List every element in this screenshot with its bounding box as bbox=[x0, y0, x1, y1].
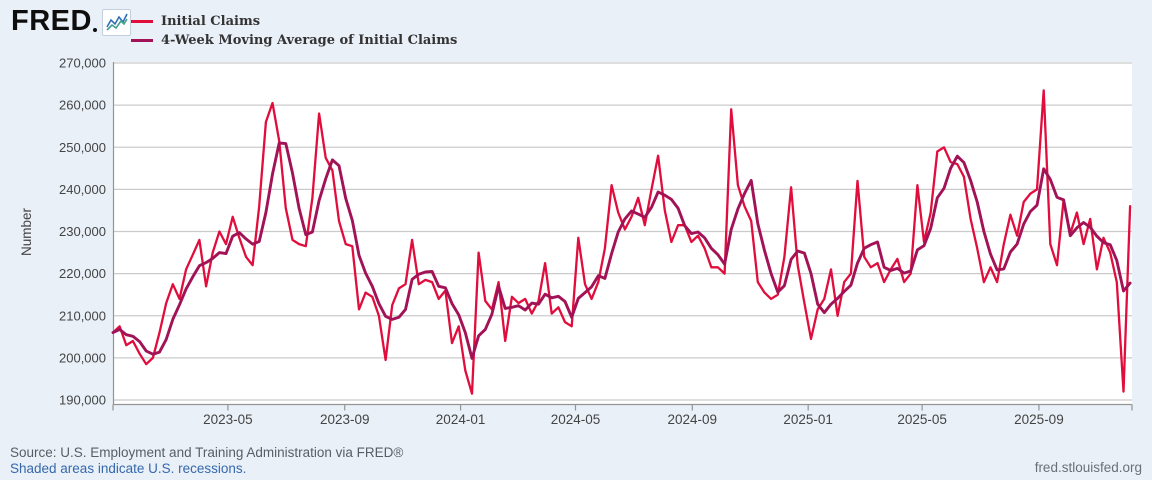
y-tick-label: 270,000 bbox=[59, 56, 106, 71]
fred-sparkline-icon bbox=[101, 9, 131, 36]
y-tick-label: 190,000 bbox=[59, 393, 106, 408]
fred-logo-text: FRED bbox=[11, 5, 92, 37]
plot-background bbox=[113, 62, 1132, 404]
source-text: Source: U.S. Employment and Training Adm… bbox=[10, 445, 404, 460]
recessions-link[interactable]: Shaded areas indicate U.S. recessions. bbox=[10, 460, 247, 476]
legend-label-moving-average: 4-Week Moving Average of Initial Claims bbox=[161, 33, 458, 48]
line-4-week-moving-average bbox=[111, 141, 1132, 360]
x-tick-label: 2025-05 bbox=[897, 412, 947, 427]
x-tick-label: 2024-09 bbox=[668, 412, 718, 427]
y-axis-title: Number bbox=[19, 208, 34, 257]
y-tick-label: 250,000 bbox=[59, 140, 106, 155]
x-tick-label: 2025-01 bbox=[783, 412, 833, 427]
legend-label-initial-claims: Initial Claims bbox=[161, 14, 261, 29]
fred-site-link[interactable]: fred.stlouisfed.org bbox=[1034, 460, 1142, 475]
legend-item-initial-claims: Initial Claims bbox=[131, 12, 457, 31]
x-tick-label: 2025-09 bbox=[1014, 412, 1064, 427]
y-tick-label: 200,000 bbox=[59, 350, 106, 365]
legend: Initial Claims 4-Week Moving Average of … bbox=[131, 12, 457, 50]
line-initial-claims bbox=[111, 89, 1132, 395]
y-tick-label: 240,000 bbox=[59, 182, 106, 197]
source-note: Source: U.S. Employment and Training Adm… bbox=[10, 445, 403, 476]
y-tick-label: 260,000 bbox=[59, 98, 106, 113]
legend-item-moving-average: 4-Week Moving Average of Initial Claims bbox=[131, 31, 457, 50]
x-tick-label: 2024-05 bbox=[551, 412, 601, 427]
fred-logo: FRED bbox=[11, 7, 131, 36]
x-tick-label: 2023-09 bbox=[320, 412, 370, 427]
y-tick-label: 210,000 bbox=[59, 308, 106, 323]
y-tick-label: 220,000 bbox=[59, 266, 106, 281]
y-tick-label: 230,000 bbox=[59, 224, 106, 239]
x-tick-label: 2024-01 bbox=[436, 412, 486, 427]
legend-swatch-initial-claims bbox=[131, 20, 153, 23]
legend-swatch-moving-average bbox=[131, 39, 153, 42]
x-tick-label: 2023-05 bbox=[203, 412, 253, 427]
fred-logo-dot bbox=[92, 28, 97, 32]
